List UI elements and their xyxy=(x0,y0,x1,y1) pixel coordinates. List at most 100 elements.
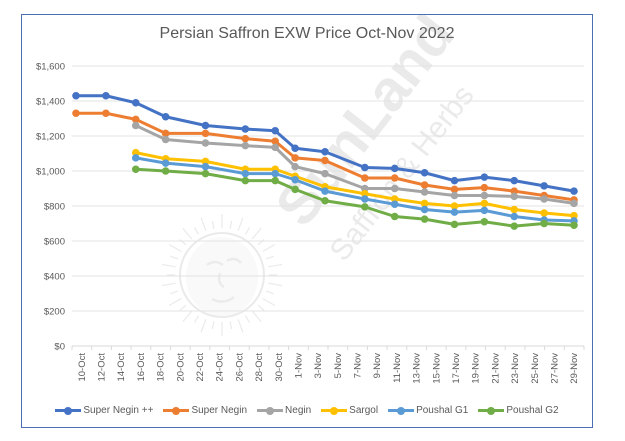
data-point xyxy=(480,199,489,208)
legend-label: Poushal G2 xyxy=(506,405,559,416)
data-point xyxy=(570,211,578,220)
data-point xyxy=(291,175,299,184)
legend-label: Negin xyxy=(285,405,312,416)
x-tick-label: 19-Nov xyxy=(471,353,482,384)
y-tick-label: $800 xyxy=(44,202,65,213)
x-tick-label: 29-Nov xyxy=(569,353,580,384)
legend-item: Super Negin xyxy=(163,405,247,416)
data-point xyxy=(390,195,399,203)
legend: Super Negin ++ Super Negin Negin Sargol Pous… xyxy=(22,405,592,416)
data-point xyxy=(271,137,279,146)
y-tick-label: $1,000 xyxy=(36,167,65,178)
data-point xyxy=(361,184,369,193)
y-tick-label: $1,600 xyxy=(36,62,65,73)
legend-label: Sargol xyxy=(349,405,379,416)
data-point xyxy=(291,154,299,162)
data-point xyxy=(510,212,519,221)
x-tick-label: 27-Nov xyxy=(549,353,560,384)
x-tick-label: 15-Nov xyxy=(431,353,442,384)
legend-line-marker-icon xyxy=(388,406,415,415)
data-point xyxy=(510,222,519,230)
x-tick-label: 18-Oct xyxy=(156,353,167,382)
data-point xyxy=(271,169,279,178)
x-tick-label: 11-Nov xyxy=(392,353,403,383)
x-tick-label: 21-Nov xyxy=(490,353,501,384)
data-point xyxy=(271,176,279,185)
data-point xyxy=(361,163,369,172)
data-point xyxy=(510,176,519,185)
data-point xyxy=(241,125,250,133)
x-tick-label: 12-Oct xyxy=(97,353,108,382)
series-negin xyxy=(131,121,578,208)
data-point xyxy=(480,173,489,181)
data-point xyxy=(321,196,329,205)
data-point xyxy=(390,164,399,173)
data-point xyxy=(271,126,279,135)
data-point xyxy=(291,185,299,194)
legend-item: Sargol xyxy=(321,405,378,416)
data-point xyxy=(450,185,459,194)
data-point xyxy=(161,159,170,167)
data-point xyxy=(201,162,210,171)
data-point xyxy=(480,191,489,200)
legend-label: Super Negin xyxy=(191,405,248,416)
data-point xyxy=(291,162,299,171)
legend-label: Super Negin ++ xyxy=(83,405,154,416)
data-point xyxy=(201,121,210,130)
data-point xyxy=(161,135,170,144)
data-point xyxy=(131,154,140,162)
data-point xyxy=(510,205,519,214)
data-point xyxy=(570,199,578,208)
data-point xyxy=(480,206,489,215)
data-point xyxy=(161,129,170,138)
data-point xyxy=(102,109,110,118)
legend-item: Poushal G2 xyxy=(478,405,559,416)
y-tick-label: $1,400 xyxy=(36,97,65,108)
y-tick-label: $1,200 xyxy=(36,132,65,143)
legend-line-marker-icon xyxy=(321,406,348,415)
data-point xyxy=(161,112,170,121)
x-tick-label: 3-Nov xyxy=(313,353,324,379)
legend-item: Poushal G1 xyxy=(388,405,468,416)
data-point xyxy=(361,174,369,182)
data-point xyxy=(450,176,459,185)
data-point xyxy=(420,168,429,177)
legend-line-marker-icon xyxy=(55,406,82,415)
x-tick-label: 9-Nov xyxy=(372,353,383,379)
data-point xyxy=(321,147,329,156)
data-point xyxy=(420,188,429,196)
data-point xyxy=(361,189,369,198)
data-point xyxy=(271,143,279,152)
data-point xyxy=(241,141,250,150)
x-tick-label: 5-Nov xyxy=(333,353,344,379)
data-point xyxy=(510,187,519,195)
x-tick-label: 16-Oct xyxy=(136,353,147,382)
data-point xyxy=(480,183,489,192)
data-point xyxy=(131,115,140,124)
data-point xyxy=(102,91,110,100)
data-point xyxy=(540,182,548,190)
data-point xyxy=(321,169,329,178)
x-tick-label: 14-Oct xyxy=(116,353,127,382)
data-point xyxy=(390,212,399,221)
data-point xyxy=(131,121,140,130)
legend-line-marker-icon xyxy=(257,406,284,415)
x-tick-label: 17-Nov xyxy=(451,353,462,384)
data-point xyxy=(570,187,578,195)
data-point xyxy=(131,98,140,107)
x-tick-label: 1-Nov xyxy=(293,353,304,379)
series-poushal-g2 xyxy=(131,165,578,230)
y-tick-label: $0 xyxy=(54,342,65,353)
x-tick-label: 13-Nov xyxy=(412,353,423,384)
data-point xyxy=(540,195,548,203)
data-point xyxy=(201,129,210,138)
legend-line-marker-icon xyxy=(478,406,505,415)
data-point xyxy=(131,148,140,157)
x-tick-label: 23-Nov xyxy=(510,353,521,384)
y-tick-label: $400 xyxy=(44,272,65,283)
chart-title: Persian Saffron EXW Price Oct-Nov 2022 xyxy=(159,25,455,42)
legend-label: Poushal G1 xyxy=(416,405,469,416)
legend-item: Super Negin ++ xyxy=(55,405,153,416)
data-point xyxy=(390,174,399,182)
data-point xyxy=(510,192,519,201)
